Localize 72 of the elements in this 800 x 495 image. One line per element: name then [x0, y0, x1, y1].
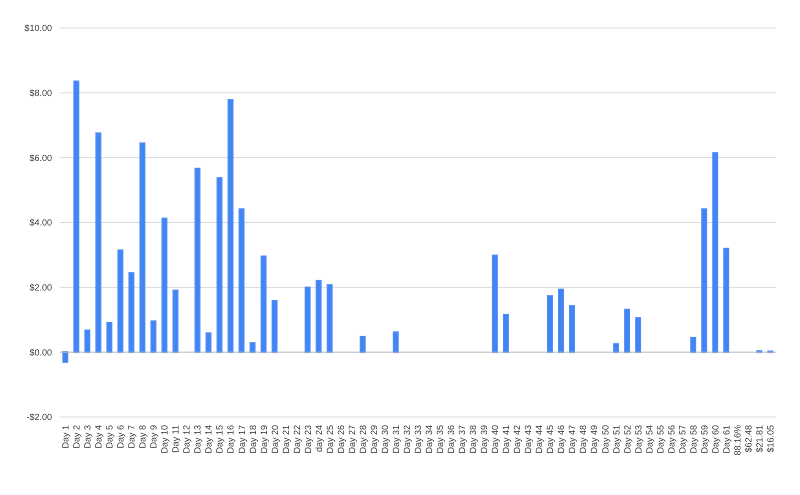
- x-tick-label: Day 59: [699, 425, 710, 454]
- x-tick-label: Day 22: [292, 425, 302, 454]
- x-tick-label: Day 57: [677, 425, 688, 454]
- x-tick-label: Day 51: [611, 425, 622, 454]
- x-tick-label: Day 26: [336, 425, 346, 454]
- x-tick-label: Day 45: [545, 425, 556, 454]
- x-tick-label: Day 13: [192, 425, 203, 454]
- x-tick-label: Day 34: [424, 425, 434, 454]
- x-tick-label: Day 46: [556, 425, 566, 454]
- x-tick-label: Day 17: [236, 425, 247, 454]
- y-tick-label: $6.00: [29, 152, 52, 163]
- x-tick-label: Day 43: [523, 425, 534, 454]
- x-tick-label: Day 38: [468, 425, 478, 454]
- x-tick-label: $62.48: [743, 425, 754, 453]
- x-tick-label: Day 4: [94, 425, 104, 449]
- x-tick-label: Day 2: [72, 425, 82, 449]
- y-tick-label: -$2.00: [26, 412, 52, 422]
- x-tick-label: Day 33: [413, 425, 423, 454]
- x-tick-label: Day 18: [248, 425, 258, 454]
- x-tick-label: Day 56: [666, 425, 676, 454]
- x-tick-label: Day 35: [435, 425, 446, 454]
- x-tick-label: Day 8: [138, 425, 148, 449]
- x-tick-label: Day 23: [302, 425, 313, 454]
- x-tick-label: Day 36: [446, 425, 456, 454]
- x-tick-label: Day 12: [182, 425, 192, 454]
- y-tick-label: $4.00: [29, 218, 52, 228]
- x-tick-label: Day 52: [622, 425, 632, 454]
- y-tick-label: $10.00: [24, 23, 52, 34]
- y-tick-label: $8.00: [29, 88, 52, 98]
- x-tick-label: Day 11: [170, 425, 181, 453]
- x-tick-label: Day 41: [501, 425, 512, 454]
- x-tick-label: Day 28: [358, 425, 368, 454]
- x-tick-label: Day 25: [324, 425, 335, 454]
- x-tick-label: Day 5: [104, 425, 115, 449]
- x-tick-label: Day 29: [368, 425, 379, 454]
- x-tick-label: Day 16: [226, 425, 236, 454]
- x-tick-label: Day 40: [490, 425, 500, 454]
- y-tick-label: $0.00: [29, 347, 52, 358]
- x-tick-label: Day 15: [214, 425, 225, 454]
- x-tick-label: Day 19: [258, 425, 269, 454]
- x-tick-label: Day 55: [655, 425, 666, 454]
- x-tick-label: Day 21: [280, 425, 291, 454]
- x-tick-label: Day 61: [721, 425, 732, 454]
- x-tick-label: Day 53: [633, 425, 644, 454]
- x-tick-label: $21.81: [754, 425, 764, 453]
- x-tick-label: Day 6: [116, 425, 126, 449]
- x-tick-label: Day 60: [710, 425, 720, 454]
- x-tick-label: Day 30: [380, 425, 390, 454]
- x-tick-label: Day 54: [644, 425, 654, 454]
- x-tick-label: Day 32: [402, 425, 412, 454]
- x-tick-label: Day 7: [126, 425, 137, 449]
- x-tick-label: Day 37: [457, 425, 468, 454]
- y-tick-label: $2.00: [29, 282, 52, 293]
- x-tick-label: day 24: [314, 425, 324, 452]
- x-tick-label: Day 48: [578, 425, 588, 454]
- x-tick-label: Day 39: [479, 425, 490, 454]
- x-tick-label: Day 1: [60, 425, 71, 449]
- x-tick-label: Day 9: [148, 425, 159, 449]
- x-tick-label: Day 44: [534, 425, 544, 454]
- x-tick-label: Day 58: [688, 425, 698, 454]
- x-tick-label: Day 47: [567, 425, 578, 454]
- x-tick-label: Day 20: [270, 425, 280, 454]
- x-tick-label: Day 14: [204, 425, 214, 454]
- x-tick-label: Day 10: [160, 425, 170, 454]
- x-tick-label: Day 27: [346, 425, 357, 454]
- x-tick-label: 88.16%: [732, 425, 742, 456]
- x-tick-label: Day 50: [600, 425, 610, 454]
- x-tick-label: Day 49: [589, 425, 600, 454]
- x-tick-label: Day 3: [82, 425, 93, 449]
- x-tick-label: $16.05: [765, 425, 776, 453]
- x-tick-label: Day 42: [512, 425, 522, 454]
- x-tick-label: Day 31: [390, 425, 401, 454]
